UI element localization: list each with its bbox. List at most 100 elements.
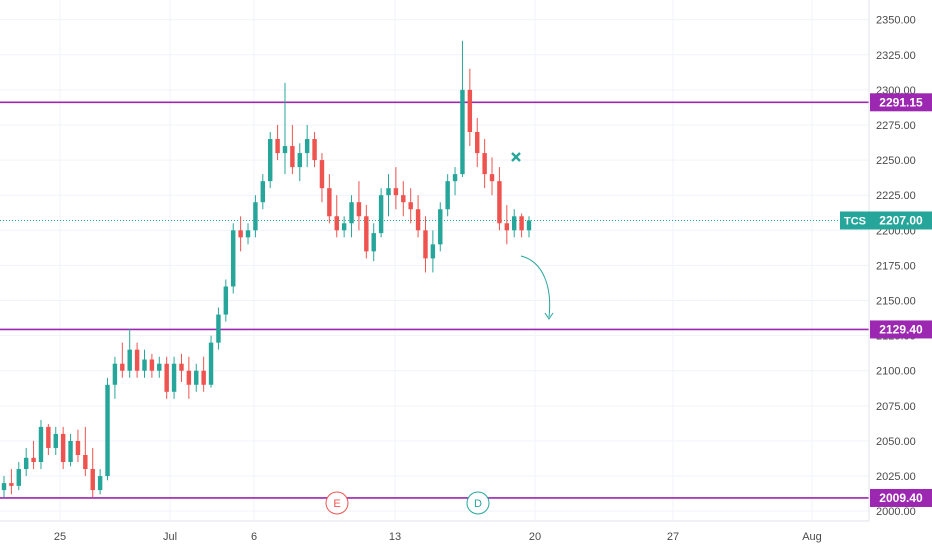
candle[interactable] — [127, 328, 132, 378]
candle[interactable] — [489, 157, 495, 196]
price-tick-label: 2250.00 — [876, 155, 916, 167]
candle[interactable] — [105, 377, 110, 481]
candle-body — [90, 469, 95, 491]
candle[interactable] — [423, 216, 428, 273]
candle[interactable] — [349, 195, 354, 238]
candle[interactable] — [134, 342, 140, 378]
candle[interactable] — [438, 202, 443, 252]
candle[interactable] — [90, 447, 95, 498]
candle[interactable] — [245, 223, 251, 245]
candle[interactable] — [208, 335, 214, 388]
event-marker-d[interactable]: D — [466, 491, 490, 515]
candle[interactable] — [497, 167, 502, 231]
candle[interactable] — [282, 82, 288, 175]
candle[interactable] — [408, 188, 413, 224]
candle[interactable] — [216, 307, 221, 350]
candle[interactable] — [511, 209, 517, 238]
candle[interactable] — [371, 223, 376, 262]
candle[interactable] — [157, 356, 162, 378]
candle-body — [297, 153, 302, 168]
candle[interactable] — [53, 426, 58, 455]
candle-body — [282, 146, 288, 154]
event-marker-e[interactable]: E — [325, 491, 349, 515]
level-price-label: 2291.15 — [879, 95, 923, 109]
candle[interactable] — [393, 167, 399, 210]
symbol-label: TCS — [844, 215, 866, 227]
candle-body — [231, 230, 236, 287]
candle[interactable] — [275, 124, 280, 161]
candle[interactable] — [1, 476, 7, 498]
candle[interactable] — [378, 188, 384, 238]
candle-body — [60, 433, 66, 463]
candle[interactable] — [467, 68, 473, 147]
candle-body — [327, 188, 332, 217]
price-axis-panel[interactable] — [869, 0, 932, 521]
candle[interactable] — [386, 174, 391, 217]
candle[interactable] — [179, 353, 184, 382]
candle-body — [194, 370, 199, 385]
candle[interactable] — [186, 356, 192, 399]
cross-marker[interactable] — [511, 152, 521, 162]
candle[interactable] — [83, 426, 88, 477]
candle[interactable] — [31, 440, 36, 470]
candle[interactable] — [223, 279, 229, 322]
candle-body — [75, 440, 81, 455]
candle[interactable] — [482, 139, 487, 189]
candle[interactable] — [68, 433, 73, 467]
time-axis-panel[interactable] — [0, 521, 932, 550]
candle[interactable] — [327, 174, 332, 224]
candle[interactable] — [149, 353, 155, 378]
candle-body — [445, 181, 450, 210]
candle[interactable] — [319, 153, 325, 203]
candle[interactable] — [253, 195, 258, 238]
candle[interactable] — [60, 426, 66, 470]
level-price-label: 2009.40 — [879, 491, 923, 505]
candle[interactable] — [171, 356, 177, 399]
level-price-badge — [870, 488, 932, 507]
candle[interactable] — [238, 216, 243, 252]
candle[interactable] — [9, 469, 14, 495]
candle[interactable] — [267, 132, 273, 189]
candle[interactable] — [16, 462, 22, 491]
symbol-badge — [840, 211, 870, 230]
candle[interactable] — [97, 469, 103, 495]
candle[interactable] — [164, 356, 169, 399]
candle-body — [186, 370, 192, 385]
projection-arrow[interactable] — [520, 255, 551, 318]
candle[interactable] — [194, 363, 199, 392]
candle[interactable] — [341, 216, 347, 238]
candle-body — [83, 454, 88, 470]
candle[interactable] — [430, 230, 436, 273]
candle[interactable] — [356, 181, 362, 231]
candle[interactable] — [526, 216, 532, 238]
candle[interactable] — [364, 205, 369, 259]
candle[interactable] — [23, 447, 29, 477]
candle[interactable] — [46, 424, 51, 455]
candle[interactable] — [142, 349, 147, 378]
candle[interactable] — [297, 143, 302, 182]
candle[interactable] — [304, 124, 310, 168]
candle[interactable] — [112, 356, 118, 399]
candle[interactable] — [38, 419, 44, 470]
candle[interactable] — [260, 174, 266, 210]
candle-body — [46, 426, 51, 448]
candle[interactable] — [475, 117, 480, 168]
candle[interactable] — [201, 356, 206, 392]
candle[interactable] — [290, 124, 295, 175]
candle[interactable] — [415, 195, 421, 238]
candle[interactable] — [334, 195, 339, 238]
candle[interactable] — [452, 167, 458, 196]
candle[interactable] — [312, 132, 317, 168]
candle[interactable] — [460, 40, 465, 177]
candle[interactable] — [231, 223, 236, 294]
candle[interactable] — [445, 174, 450, 217]
candle[interactable] — [120, 342, 125, 378]
price-tick-label: 2075.00 — [876, 401, 916, 413]
candle[interactable] — [504, 205, 510, 245]
candle[interactable] — [401, 181, 406, 217]
candle-body — [120, 363, 125, 371]
candle[interactable] — [75, 429, 81, 463]
candle[interactable] — [519, 213, 524, 238]
